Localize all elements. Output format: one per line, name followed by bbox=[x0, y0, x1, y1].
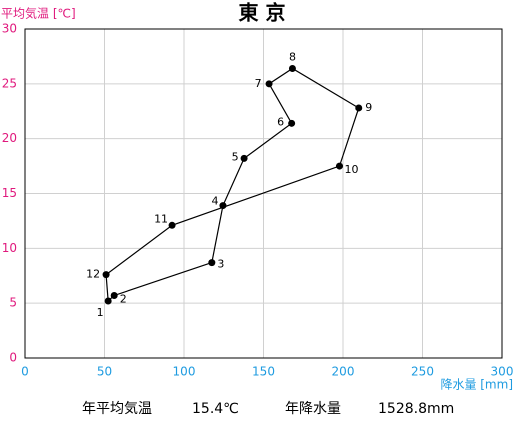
point bbox=[265, 80, 273, 88]
y-tick-label: 0 bbox=[9, 351, 17, 365]
x-tick-label: 300 bbox=[491, 365, 514, 379]
y-tick-label: 25 bbox=[2, 76, 17, 90]
point-label: 1 bbox=[97, 306, 104, 319]
footer-label: 年降水量 bbox=[285, 401, 341, 417]
point bbox=[288, 64, 296, 72]
point-label: 2 bbox=[120, 292, 127, 305]
x-tick-label: 150 bbox=[252, 365, 275, 379]
point-label: 8 bbox=[289, 50, 296, 63]
footer-value: 15.4℃ bbox=[192, 401, 239, 417]
point bbox=[240, 154, 248, 162]
point-label: 3 bbox=[217, 258, 224, 271]
x-tick-label: 50 bbox=[97, 365, 112, 379]
point-label: 9 bbox=[365, 101, 372, 114]
x-tick-label: 250 bbox=[411, 365, 434, 379]
point-label: 6 bbox=[277, 115, 284, 128]
x-tick-label: 200 bbox=[332, 365, 355, 379]
point bbox=[168, 221, 176, 229]
point-label: 5 bbox=[232, 150, 239, 163]
point-label: 7 bbox=[255, 77, 262, 90]
point bbox=[355, 104, 363, 112]
point bbox=[104, 297, 112, 305]
point bbox=[208, 259, 216, 267]
point bbox=[102, 271, 110, 279]
footer-label: 年平均気温 bbox=[82, 401, 152, 417]
point bbox=[110, 291, 118, 299]
y-tick-label: 15 bbox=[2, 186, 17, 200]
y-tick-label: 30 bbox=[2, 22, 17, 36]
line bbox=[105, 67, 360, 303]
y-tick-label: 10 bbox=[2, 241, 17, 255]
point-label: 10 bbox=[345, 163, 359, 176]
x-axis-label: 降水量 [mm] bbox=[440, 378, 513, 392]
chart-title: 東 京 bbox=[239, 1, 286, 25]
y-tick-label: 5 bbox=[9, 296, 17, 310]
y-axis-label: 平均気温 [℃] bbox=[1, 6, 76, 21]
point-label: 4 bbox=[211, 195, 218, 208]
point bbox=[219, 202, 227, 210]
footer-value: 1528.8mm bbox=[378, 401, 454, 417]
point-label: 12 bbox=[86, 268, 100, 281]
point bbox=[336, 162, 344, 170]
x-tick-label: 100 bbox=[173, 365, 196, 379]
point bbox=[288, 119, 296, 127]
y-tick-label: 20 bbox=[2, 131, 17, 145]
point-label: 11 bbox=[154, 212, 168, 225]
x-tick-label: 0 bbox=[21, 365, 29, 379]
plot-frame bbox=[24, 28, 503, 359]
